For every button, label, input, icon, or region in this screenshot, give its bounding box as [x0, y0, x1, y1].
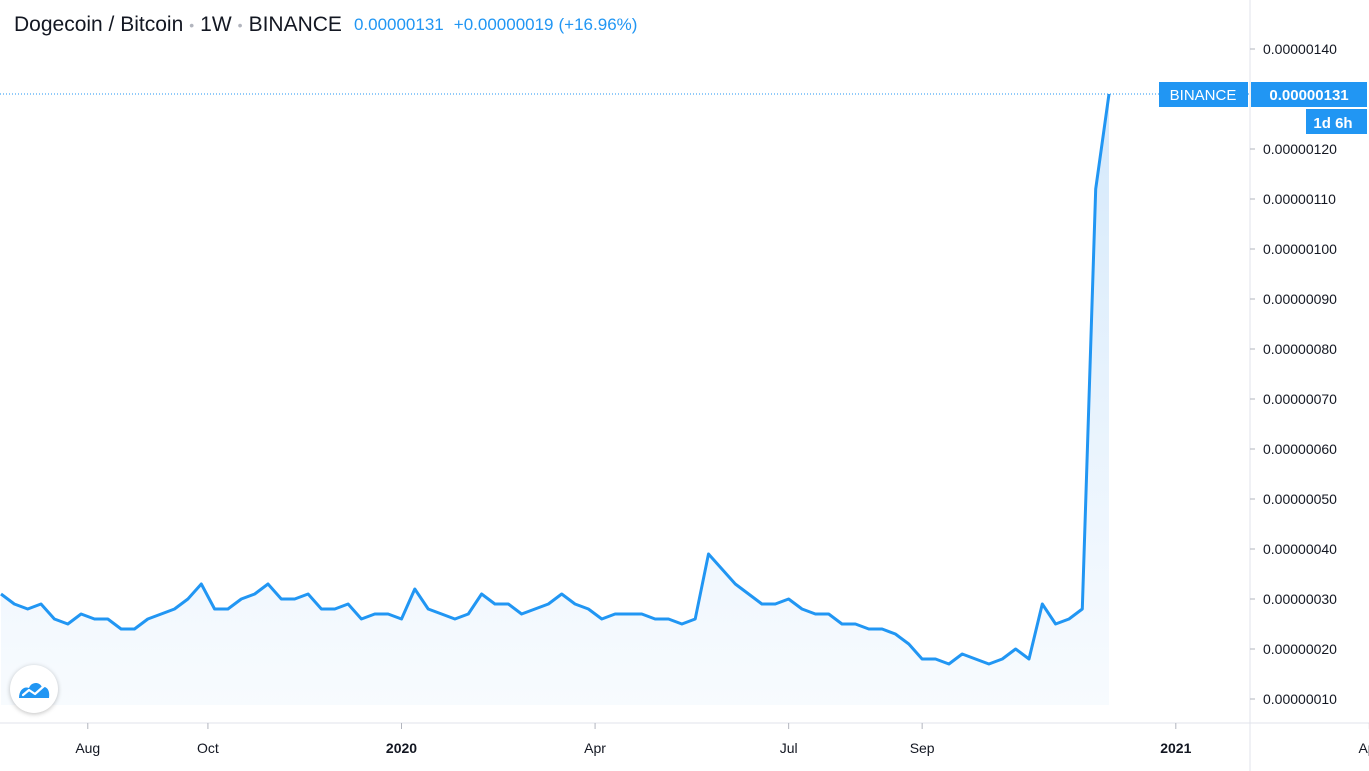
countdown-label: 1d 6h	[1313, 115, 1352, 132]
time-tick-label: 2021	[1160, 740, 1191, 756]
exchange-tag-label: BINANCE	[1170, 87, 1237, 104]
last-price-tag-label: 0.00000131	[1269, 87, 1348, 104]
price-tick-label: 0.00000010	[1263, 691, 1337, 707]
time-tick-label: Aug	[75, 740, 100, 756]
symbol-title[interactable]: Dogecoin / Bitcoin	[14, 13, 184, 36]
bar-countdown-tag: 1d 6h	[1306, 109, 1367, 134]
price-tick-label: 0.00000110	[1263, 191, 1336, 207]
tradingview-logo[interactable]	[10, 665, 58, 713]
last-price-tag: 0.00000131	[1251, 82, 1367, 107]
price-tick-label: 0.00000070	[1263, 391, 1337, 407]
time-tick-label: 2020	[386, 740, 417, 756]
chart-header: Dogecoin / Bitcoin • 1W • BINANCE 0.0000…	[14, 10, 637, 40]
interval-label[interactable]: 1W	[200, 13, 232, 36]
exchange-label: BINANCE	[248, 13, 342, 36]
price-tick-label: 0.00000040	[1263, 541, 1337, 557]
price-tick-label: 0.00000060	[1263, 441, 1337, 457]
price-change-percent: (+16.96%)	[558, 15, 638, 34]
price-tick-label: 0.00000050	[1263, 491, 1337, 507]
price-tick-label: 0.00000090	[1263, 291, 1337, 307]
separator-dot: •	[237, 17, 243, 33]
price-series-line	[0, 93, 1111, 666]
price-tick-label: 0.00000140	[1263, 41, 1337, 57]
last-price: 0.00000131	[353, 15, 444, 34]
time-axis[interactable]: Aug Oct 2020 Apr Jul Sep 2021 Apr	[75, 723, 1369, 756]
price-tick-label: 0.00000080	[1263, 341, 1337, 357]
tradingview-logo-icon	[19, 682, 50, 698]
time-tick-label: Sep	[910, 740, 935, 756]
price-tick-label: 0.00000120	[1263, 141, 1337, 157]
separator-dot: •	[189, 17, 195, 33]
price-axis[interactable]: 0.00000010 0.00000020 0.00000030 0.00000040…	[1250, 41, 1337, 707]
price-tick-label: 0.00000100	[1263, 241, 1337, 257]
time-tick-label: Oct	[197, 740, 219, 756]
exchange-price-tag: BINANCE	[1159, 82, 1248, 107]
price-change: +0.00000019	[453, 15, 554, 34]
price-tick-label: 0.00000020	[1263, 641, 1337, 657]
time-tick-label: Apr	[584, 740, 606, 756]
time-tick-label: Apr	[1358, 740, 1369, 756]
price-area-fill	[1, 94, 1109, 705]
time-tick-label: Jul	[780, 740, 798, 756]
price-tick-label: 0.00000030	[1263, 591, 1337, 607]
